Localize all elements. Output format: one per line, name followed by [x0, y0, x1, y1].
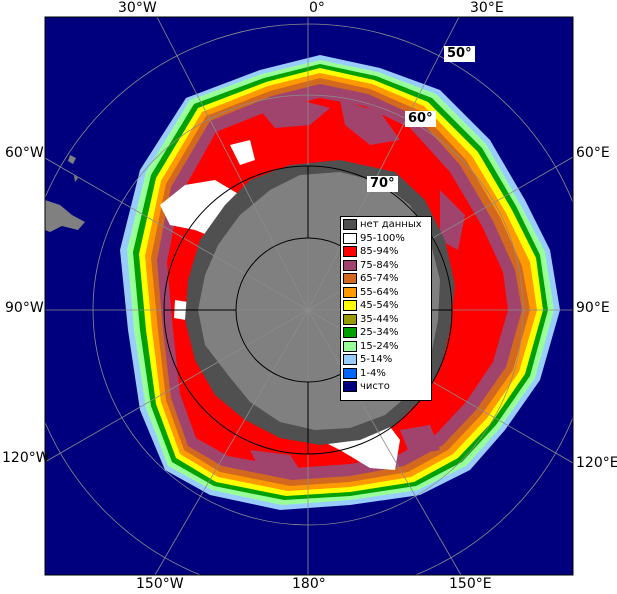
legend-item: чисто: [343, 380, 429, 394]
lon-label-90e: 90°E: [576, 300, 610, 316]
legend-item: нет данных: [343, 218, 429, 232]
legend-swatch: [343, 246, 357, 258]
lon-label-30w: 30°W: [118, 0, 157, 16]
legend-swatch: [343, 340, 357, 352]
legend-swatch: [343, 300, 357, 312]
map-frame: [44, 16, 574, 576]
legend-item: 5-14%: [343, 353, 429, 367]
legend-swatch: [343, 367, 357, 379]
legend-label: нет данных: [360, 219, 422, 231]
legend-item: 45-54%: [343, 299, 429, 313]
lon-label-60e: 60°E: [576, 145, 610, 161]
legend-label: 55-64%: [360, 286, 399, 298]
legend-item: 65-74%: [343, 272, 429, 286]
legend-item: 25-34%: [343, 326, 429, 340]
legend-label: 75-84%: [360, 259, 399, 271]
legend-swatch: [343, 259, 357, 271]
legend-label: 25-34%: [360, 327, 399, 339]
legend-item: 85-94%: [343, 245, 429, 259]
lon-label-0: 0°: [309, 0, 325, 16]
lon-label-90w: 90°W: [5, 300, 44, 316]
legend-label: 45-54%: [360, 300, 399, 312]
legend-swatch: [343, 219, 357, 231]
legend-item: 15-24%: [343, 340, 429, 354]
legend-item: 95-100%: [343, 232, 429, 246]
legend-swatch: [343, 327, 357, 339]
lat-label-50: 50°: [444, 46, 475, 62]
legend-label: 15-24%: [360, 340, 399, 352]
legend-item: 55-64%: [343, 286, 429, 300]
island-land: [68, 155, 78, 182]
legend-label: 1-4%: [360, 367, 386, 379]
lon-label-120w: 120°W: [2, 450, 50, 466]
legend-swatch: [343, 354, 357, 366]
ice-patch-95-100-small: [174, 140, 255, 320]
lon-label-150e: 150°E: [449, 576, 492, 592]
legend-swatch: [343, 273, 357, 285]
legend: нет данных 95-100% 85-94% 75-84% 65-74% 55-64…: [340, 216, 432, 401]
legend-item: 35-44%: [343, 313, 429, 327]
legend-label: 35-44%: [360, 313, 399, 325]
south-america-land: [45, 200, 85, 232]
legend-item: 75-84%: [343, 259, 429, 273]
legend-swatch: [343, 286, 357, 298]
legend-label: 85-94%: [360, 246, 399, 258]
lon-label-150w: 150°W: [136, 576, 184, 592]
lon-label-180: 180°: [292, 576, 326, 592]
lat-label-60: 60°: [405, 111, 436, 127]
lon-label-30e: 30°E: [470, 0, 504, 16]
legend-label: 95-100%: [360, 232, 405, 244]
lon-label-120e: 120°E: [576, 455, 617, 471]
legend-swatch: [343, 381, 357, 393]
lon-label-60w: 60°W: [5, 145, 44, 161]
legend-label: 5-14%: [360, 354, 393, 366]
lat-label-70: 70°: [367, 176, 398, 192]
legend-item: 1-4%: [343, 367, 429, 381]
legend-swatch: [343, 313, 357, 325]
legend-label: чисто: [360, 381, 390, 393]
legend-label: 65-74%: [360, 273, 399, 285]
legend-swatch: [343, 232, 357, 244]
